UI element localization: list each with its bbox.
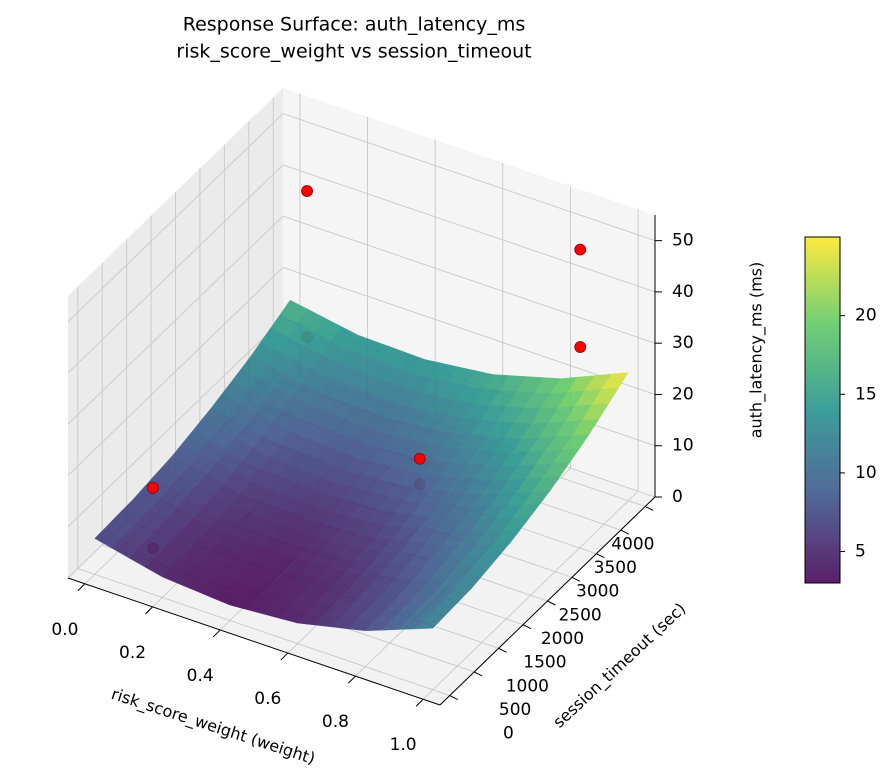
y-tick — [620, 529, 630, 535]
chart-subtitle: risk_score_weight vs session_timeout — [176, 41, 531, 63]
scatter-point — [574, 341, 587, 353]
y-tick-label: 1000 — [506, 676, 549, 696]
z-grid-line — [67, 113, 284, 322]
z-grid-line — [67, 318, 284, 528]
y-grid-line — [77, 568, 450, 696]
scatter-point — [574, 243, 587, 256]
colorbar-tick-label: 10 — [855, 463, 877, 483]
x-tick — [280, 652, 289, 661]
y-tick-label: 3000 — [576, 582, 619, 602]
y-tick-label: 1500 — [523, 653, 566, 673]
x-tick — [348, 675, 356, 684]
x-tick-label: 0.2 — [119, 643, 146, 663]
x-tick-label: 0.6 — [254, 689, 281, 709]
scatter-point — [301, 185, 313, 197]
y-tick-label: 2500 — [558, 605, 601, 625]
scatter-point — [147, 481, 159, 494]
z-grid-line — [67, 215, 284, 425]
surface-patch — [415, 617, 444, 630]
y-tick — [596, 553, 605, 559]
y-tick — [522, 624, 532, 630]
y-tick — [571, 576, 581, 582]
x-tick-label: 0.0 — [51, 620, 78, 640]
colorbar — [804, 236, 841, 584]
y-tick — [449, 695, 458, 700]
z-grid-line — [282, 164, 656, 293]
y-tick-label: 0 — [503, 724, 514, 744]
z-tick-label: 10 — [672, 436, 694, 456]
colorbar-tick-label: 5 — [855, 542, 866, 562]
z-grid-line — [282, 267, 656, 395]
chart-title: Response Surface: auth_latency_ms — [183, 14, 526, 36]
z-tick-label: 0 — [672, 487, 683, 507]
x-axis-line — [67, 577, 441, 706]
colorbar-frame — [804, 236, 841, 584]
z-grid-line — [67, 267, 284, 476]
y-tick — [473, 671, 483, 677]
y-tick-label: 2000 — [541, 629, 584, 649]
x-tick — [415, 698, 424, 707]
z-tick-label: 20 — [672, 384, 694, 404]
z-grid-line — [282, 113, 656, 242]
x-axis-label: risk_score_weight (weight) — [109, 684, 318, 769]
y-tick-label: 4000 — [611, 534, 654, 554]
scatter-point — [413, 452, 426, 465]
y-tick — [498, 647, 507, 653]
colorbar-tick-label: 15 — [855, 384, 877, 404]
x-tick — [77, 583, 86, 592]
colorbar-tick-label: 20 — [855, 306, 877, 326]
z-grid-line — [67, 164, 284, 374]
z-axis-label: auth_latency_ms (ms) — [747, 262, 767, 439]
y-tick — [645, 506, 654, 511]
x-tick-label: 0.4 — [187, 666, 214, 686]
surface — [94, 299, 629, 632]
z-grid-line — [282, 215, 656, 344]
x-tick — [212, 629, 221, 638]
x-tick-label: 1.0 — [390, 735, 417, 755]
x-tick — [145, 606, 153, 615]
y-tick-label: 500 — [499, 700, 531, 720]
x-tick-label: 0.8 — [322, 712, 349, 732]
z-tick-label: 50 — [672, 231, 694, 251]
z-tick-label: 40 — [672, 282, 694, 302]
y-tick — [547, 600, 556, 606]
y-tick-label: 3500 — [594, 558, 637, 578]
y-axis-line — [439, 496, 656, 706]
z-tick-label: 30 — [672, 333, 694, 353]
